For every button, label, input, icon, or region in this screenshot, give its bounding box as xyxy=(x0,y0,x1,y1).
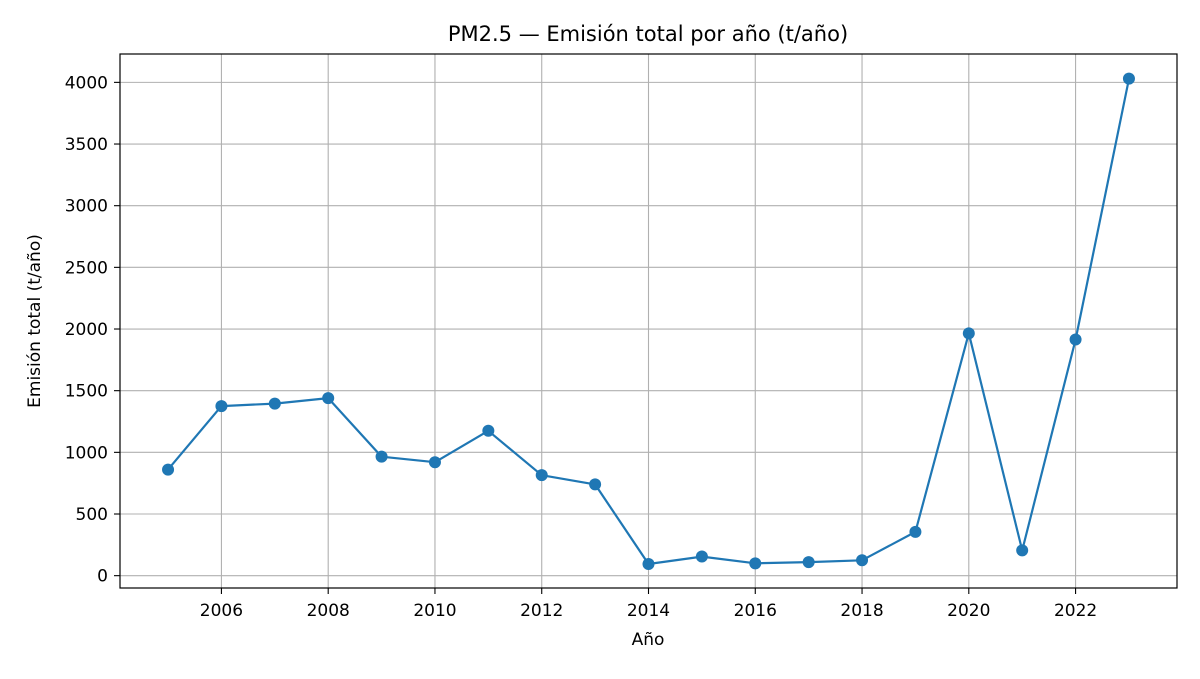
series-layer xyxy=(162,72,1135,570)
y-tick-label: 0 xyxy=(97,567,108,587)
x-tick-label: 2016 xyxy=(734,601,777,621)
grid xyxy=(120,54,1177,588)
x-tick-label: 2006 xyxy=(200,601,243,621)
data-point xyxy=(589,478,602,491)
data-point xyxy=(749,557,762,570)
y-tick-label: 2500 xyxy=(65,258,108,278)
data-point xyxy=(802,556,815,569)
x-tick-label: 2014 xyxy=(627,601,670,621)
data-point xyxy=(642,557,655,570)
data-point xyxy=(268,397,281,410)
data-point xyxy=(482,424,495,437)
x-tick-label: 2008 xyxy=(307,601,350,621)
data-point xyxy=(962,327,975,340)
data-point xyxy=(695,550,708,563)
axis-ticks: 2006 2008 2010 2012 2014 2016 2018 2020 2022 0 500… xyxy=(65,73,1097,621)
plot-frame xyxy=(119,53,1178,589)
y-tick-label: 3500 xyxy=(65,135,108,155)
x-tick-label: 2018 xyxy=(840,601,883,621)
y-tick-label: 3000 xyxy=(65,197,108,217)
data-point xyxy=(1069,333,1082,346)
y-axis-label: Emisión total (t/año) xyxy=(25,234,45,408)
y-tick-label: 500 xyxy=(76,505,108,525)
data-point xyxy=(909,525,922,538)
data-point xyxy=(535,469,548,482)
y-tick-label: 4000 xyxy=(65,73,108,93)
y-tick-label: 2000 xyxy=(65,320,108,340)
x-axis-label: Año xyxy=(632,630,665,650)
x-tick-label: 2020 xyxy=(947,601,990,621)
data-point xyxy=(322,392,335,405)
data-point xyxy=(1016,544,1029,557)
data-point xyxy=(375,450,388,463)
y-tick-label: 1000 xyxy=(65,443,108,463)
data-point xyxy=(856,554,869,567)
data-point xyxy=(215,400,228,413)
y-tick-label: 1500 xyxy=(65,382,108,402)
data-point xyxy=(428,456,441,469)
x-tick-label: 2010 xyxy=(413,601,456,621)
data-point xyxy=(1122,72,1135,85)
x-tick-label: 2022 xyxy=(1054,601,1097,621)
data-point xyxy=(162,463,175,476)
x-tick-label: 2012 xyxy=(520,601,563,621)
chart-title: PM2.5 — Emisión total por año (t/año) xyxy=(448,22,848,46)
